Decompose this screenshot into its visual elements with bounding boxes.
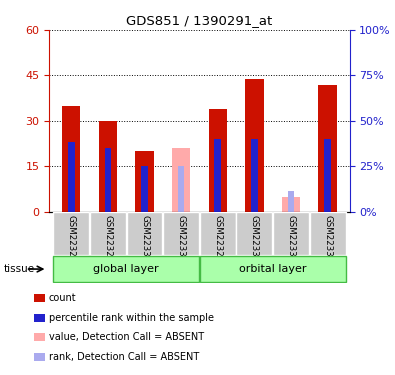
Bar	[53, 212, 89, 255]
Bar	[237, 212, 272, 255]
Bar	[127, 212, 162, 255]
Bar	[288, 190, 294, 212]
Text: GSM22329: GSM22329	[213, 215, 222, 262]
Bar	[282, 197, 300, 212]
Bar	[62, 106, 81, 212]
Text: tissue: tissue	[4, 264, 35, 274]
Bar	[172, 148, 190, 212]
Text: percentile rank within the sample: percentile rank within the sample	[49, 313, 214, 322]
Text: GSM22333: GSM22333	[286, 215, 295, 262]
Bar	[99, 121, 117, 212]
Text: GSM22334: GSM22334	[323, 215, 332, 262]
Bar	[163, 212, 199, 255]
Bar	[245, 78, 263, 212]
Bar	[68, 142, 75, 212]
Text: rank, Detection Call = ABSENT: rank, Detection Call = ABSENT	[49, 352, 199, 362]
Text: value, Detection Call = ABSENT: value, Detection Call = ABSENT	[49, 332, 204, 342]
Text: global layer: global layer	[94, 264, 159, 274]
Text: GSM22331: GSM22331	[140, 215, 149, 262]
Bar	[209, 109, 227, 212]
Text: count: count	[49, 293, 76, 303]
Text: orbital layer: orbital layer	[239, 264, 307, 274]
Bar	[200, 212, 236, 255]
Text: GSM22330: GSM22330	[250, 215, 259, 262]
Bar	[105, 148, 111, 212]
Bar	[53, 256, 199, 282]
Text: GSM22327: GSM22327	[67, 215, 76, 262]
Bar	[310, 212, 346, 255]
Bar	[318, 85, 337, 212]
Title: GDS851 / 1390291_at: GDS851 / 1390291_at	[126, 15, 273, 27]
Bar	[90, 212, 126, 255]
Bar	[135, 151, 154, 212]
Bar	[178, 166, 184, 212]
Text: GSM22328: GSM22328	[103, 215, 113, 262]
Bar	[214, 139, 221, 212]
Bar	[141, 166, 148, 212]
Text: GSM22332: GSM22332	[177, 215, 186, 262]
Bar	[273, 212, 309, 255]
Bar	[200, 256, 346, 282]
Bar	[251, 139, 258, 212]
Bar	[324, 139, 331, 212]
